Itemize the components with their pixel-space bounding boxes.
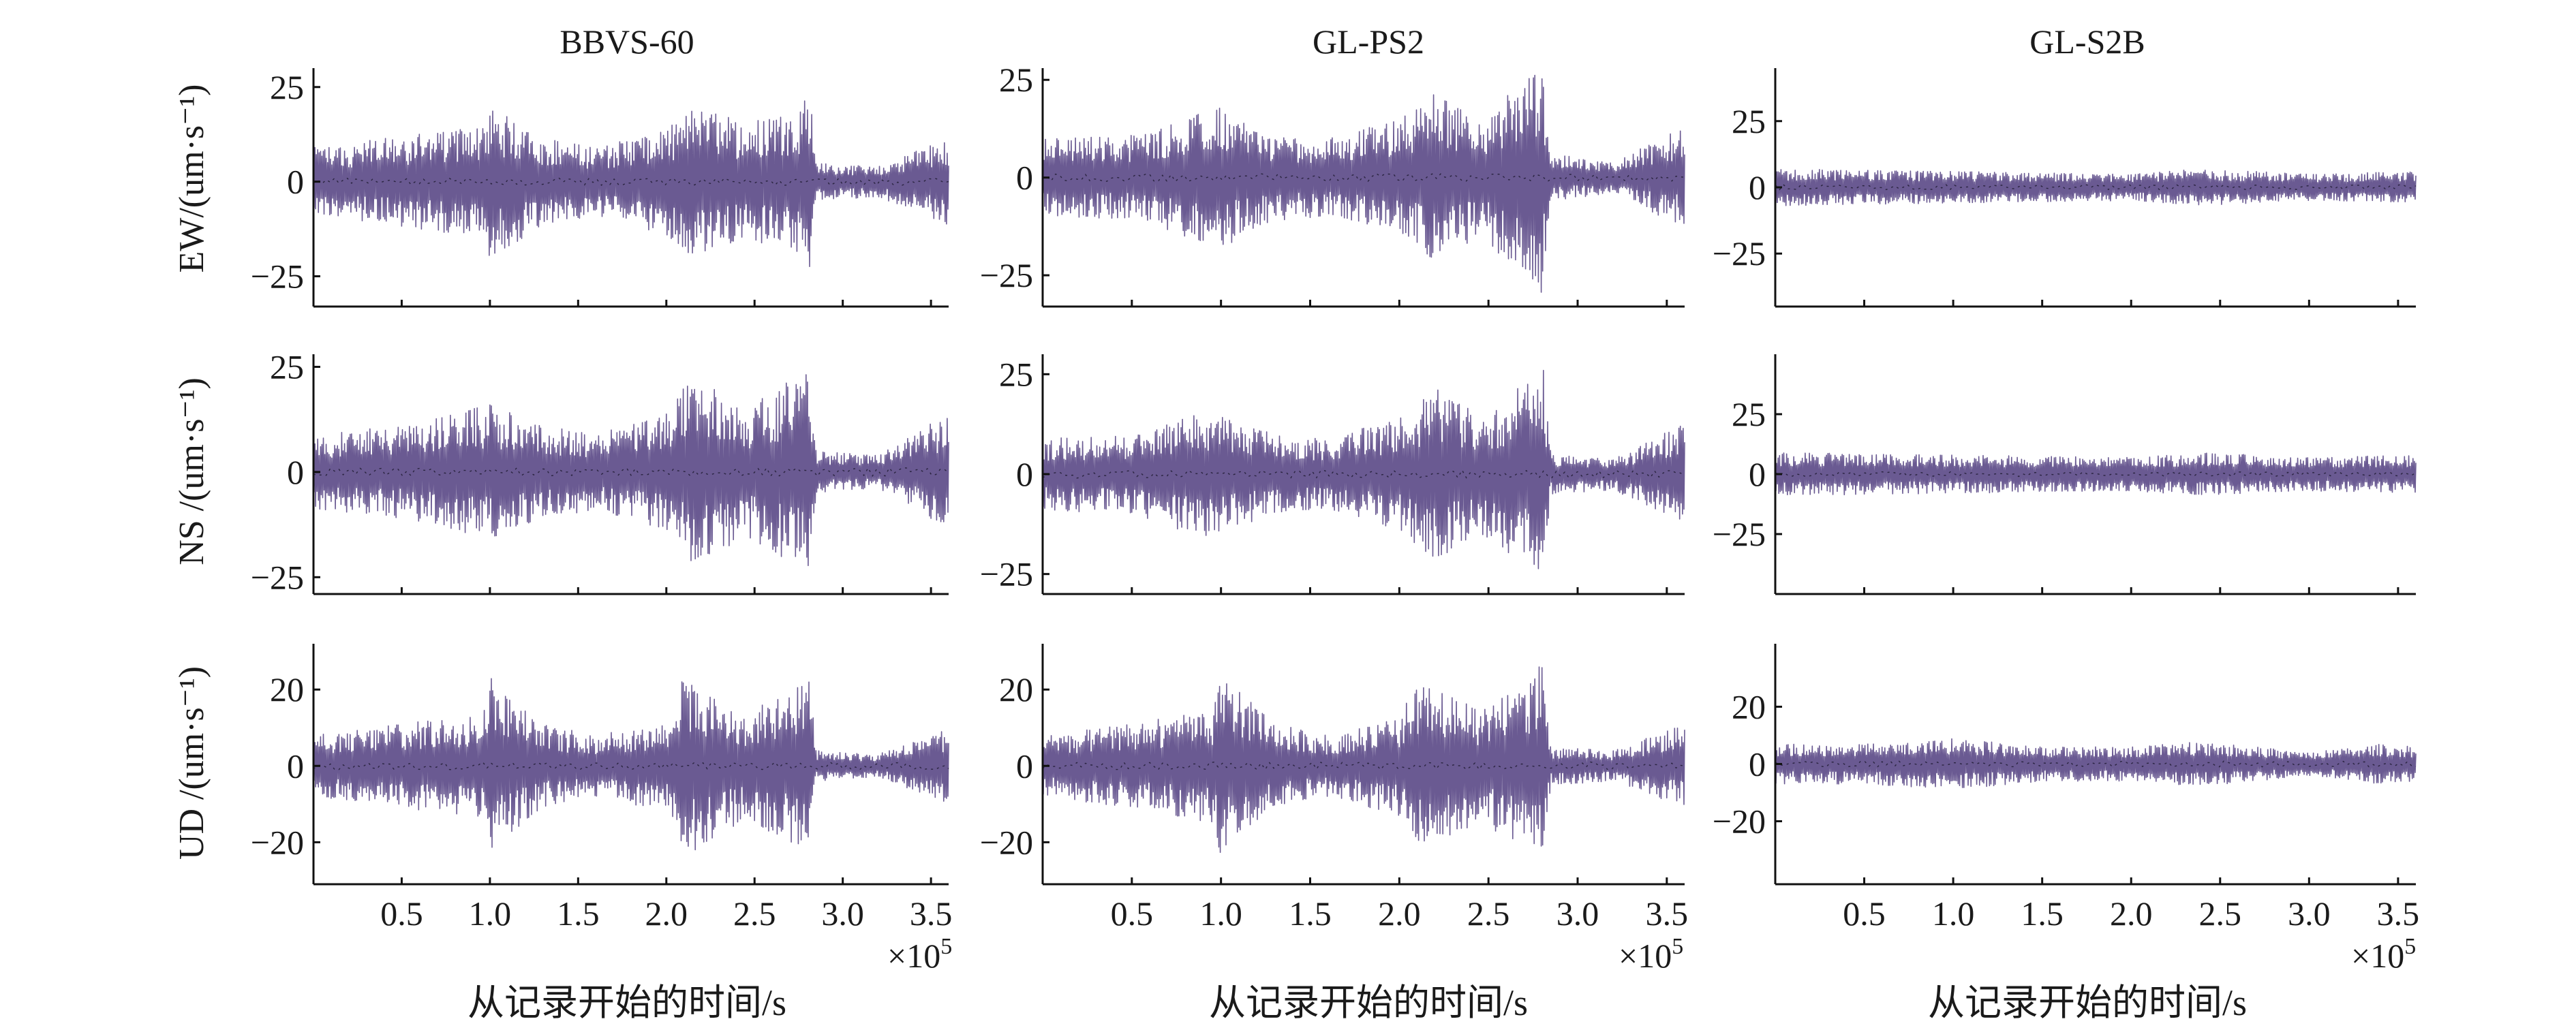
panel-ns-2: 25 0 −25 (1713, 354, 2417, 595)
y-tick-label: −25 (251, 558, 304, 596)
x-tick-label: 1.0 (1199, 894, 1242, 933)
x-tick-label: 3.0 (1557, 894, 1599, 933)
x-axis-title-col2: 从记录开始的时间/s (1209, 982, 1528, 1023)
waveform-trace (1775, 452, 2417, 495)
panel-ud-1: 20 0 −20 0.5 1.0 1.5 2.0 2.5 3.0 3.5 (980, 644, 1688, 933)
x-multiplier-col1: ×105 (887, 934, 952, 975)
panel-ud-2: 20 0 −20 0.5 1.0 1.5 2.0 2.5 3.0 3.5 (1713, 644, 2419, 933)
y-tick-label: 0 (287, 747, 304, 785)
row-label-ew: EW/(um·s⁻¹) (172, 84, 211, 273)
x-tick-label: 3.5 (910, 894, 953, 933)
waveform-trace (1042, 74, 1685, 293)
row-label-ud: UD /(um·s⁻¹) (172, 666, 211, 860)
x-axis-title-col3: 从记录开始的时间/s (1928, 982, 2247, 1023)
waveform-mean-trace (1775, 471, 2417, 478)
x-tick-label: 2.5 (733, 894, 776, 933)
x-tick-label: 3.0 (2288, 894, 2331, 933)
y-tick-label: 0 (287, 453, 304, 491)
waveform-mean-trace (313, 177, 949, 187)
x-tick-label: 2.0 (1378, 894, 1421, 933)
x-tick-label: 1.0 (1932, 894, 1975, 933)
panel-ew-2: 25 0 −25 (1713, 68, 2417, 308)
waveform-mean-trace (1775, 760, 2417, 768)
x-axis-title-col1: 从记录开始的时间/s (467, 982, 786, 1023)
waveform-mean-trace (313, 467, 949, 478)
y-tick-label: −25 (980, 256, 1033, 294)
y-tick-label: 0 (1016, 455, 1033, 493)
x-tick-label: 1.5 (2021, 894, 2064, 933)
y-tick-label: 0 (1749, 168, 1766, 206)
x-multiplier-col3: ×105 (2351, 934, 2416, 975)
x-tick-label: 2.5 (1467, 894, 1510, 933)
y-tick-label: −20 (980, 823, 1033, 861)
waveform-trace (1042, 369, 1685, 569)
column-title-gls2b: GL-S2B (2029, 22, 2145, 61)
y-tick-label: −25 (980, 555, 1033, 593)
y-tick-label: 25 (999, 355, 1033, 393)
waveform-mean-trace (1042, 761, 1685, 771)
y-tick-label: 0 (1016, 159, 1033, 197)
x-tick-label: 0.5 (1843, 894, 1886, 933)
y-tick-label: −25 (1713, 515, 1766, 553)
y-tick-label: 0 (1749, 455, 1766, 493)
waveform-trace (1775, 169, 2417, 206)
panels-group: 25 0 −25 25 0 −25 25 0 −25 25 0 −25 25 0 −25 25 0 −25 20 0 −… (251, 61, 2419, 933)
x-tick-label: 0.5 (1111, 894, 1154, 933)
waveform-trace (313, 678, 949, 851)
panel-ew-0: 25 0 −25 (251, 68, 949, 308)
y-tick-label: 0 (287, 163, 304, 201)
x-tick-label: 1.5 (1289, 894, 1332, 933)
waveform-trace (1775, 738, 2417, 788)
y-tick-label: 25 (1732, 395, 1766, 433)
y-tick-label: −25 (251, 258, 304, 296)
panel-ns-0: 25 0 −25 (251, 348, 949, 596)
row-label-ns: NS /(um·s⁻¹) (172, 377, 211, 565)
x-tick-label: 2.0 (645, 894, 688, 933)
x-tick-label: 1.5 (557, 894, 600, 933)
panel-ud-0: 20 0 −20 0.5 1.0 1.5 2.0 2.5 3.0 3.5 (251, 644, 953, 933)
x-tick-label: 1.0 (469, 894, 512, 933)
y-tick-label: 20 (1732, 687, 1766, 725)
x-multiplier-col2: ×105 (1619, 934, 1683, 975)
column-title-bbvs60: BBVS-60 (559, 22, 694, 61)
y-tick-label: −20 (251, 823, 304, 861)
waveform-mean-trace (313, 761, 949, 770)
y-tick-label: 25 (270, 348, 304, 386)
y-tick-label: −25 (1713, 234, 1766, 272)
x-tick-label: 2.0 (2110, 894, 2153, 933)
waveform-mean-trace (1042, 469, 1685, 479)
waveform-trace (1042, 666, 1685, 853)
y-tick-label: 25 (999, 61, 1033, 99)
x-tick-label: 3.5 (2377, 894, 2420, 933)
y-tick-label: 20 (270, 670, 304, 708)
waveform-trace (313, 374, 949, 566)
x-tick-label: 3.0 (821, 894, 864, 933)
y-tick-label: 25 (1732, 102, 1766, 140)
x-tick-label: 2.5 (2199, 894, 2242, 933)
y-tick-label: 0 (1749, 745, 1766, 783)
x-tick-label: 0.5 (380, 894, 423, 933)
y-tick-label: 20 (999, 670, 1033, 708)
y-tick-label: −20 (1713, 802, 1766, 841)
x-tick-label: 3.5 (1646, 894, 1689, 933)
panel-ns-1: 25 0 −25 (980, 354, 1685, 595)
panel-ew-1: 25 0 −25 (980, 61, 1685, 308)
y-tick-label: 0 (1016, 747, 1033, 785)
y-tick-label: 25 (270, 68, 304, 106)
waveform-trace (313, 100, 949, 267)
column-title-glps2: GL-PS2 (1313, 22, 1424, 61)
